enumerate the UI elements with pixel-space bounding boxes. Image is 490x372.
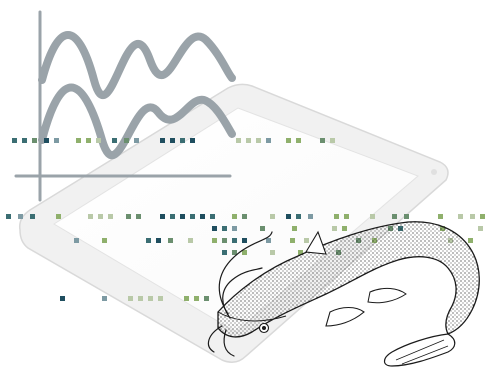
catfish-barbels [207, 231, 273, 357]
tablet-device [18, 83, 449, 363]
waveform-lower [38, 83, 236, 160]
waveform-axes [14, 10, 232, 202]
catfish-icon [207, 221, 480, 367]
catfish-dorsal-fin [305, 230, 327, 255]
catfish-tail-fin [383, 333, 456, 367]
waveform-upper [38, 31, 236, 100]
catfish-pelvic-fin [367, 287, 407, 304]
pixel-row-middle [6, 214, 485, 219]
catfish-eye [258, 322, 270, 334]
catfish-pectoral-fin [325, 306, 365, 327]
tablet-screen [53, 107, 419, 333]
tablet-camera [431, 169, 437, 175]
waveforms [38, 31, 236, 160]
pixel-row-top [12, 138, 335, 143]
